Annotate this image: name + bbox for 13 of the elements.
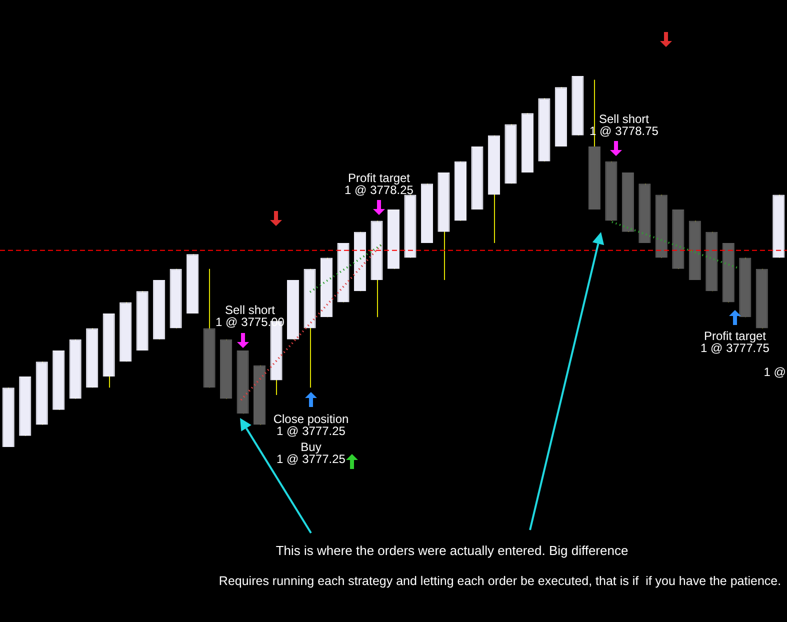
text: This is where the orders were actually entered. Big difference [276,543,628,558]
text: Requires running each strategy and letting each order be executed, that is if if you have the patience. [218,574,782,588]
annotation: Profit target [704,329,767,343]
annotation: Sell short [598,112,650,126]
annotation: 1 @ 3778.25 [344,183,414,197]
annotation: 1 @ 3777.25 [276,424,346,438]
annotation: Buy [300,440,322,454]
annotation: Close position [273,412,349,426]
annotation: 1 @ 3777.75 [700,341,770,355]
annotation: Profit target [348,171,411,185]
text: 1 @ 3777.25 [276,452,346,466]
annotation: 1 @ [764,365,786,379]
annotation: Sell short [224,303,276,317]
